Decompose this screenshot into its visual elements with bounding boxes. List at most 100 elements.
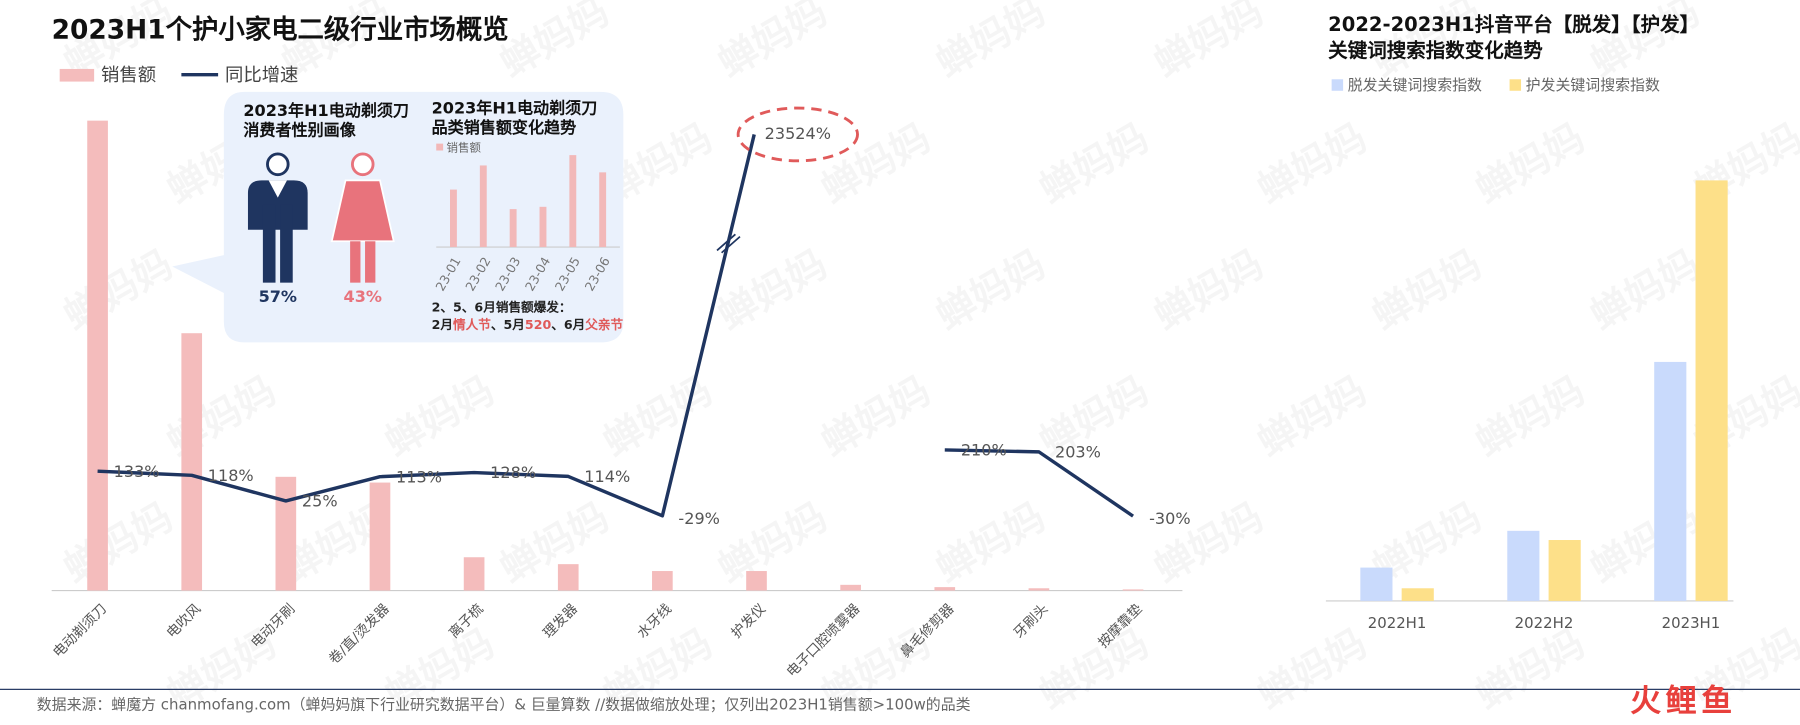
watermark: 蝉妈妈 — [1251, 368, 1375, 466]
x-tick-label: 电吹风 — [164, 601, 205, 642]
watermark: 蝉妈妈 — [1469, 116, 1593, 214]
x-tick-label: 2022H2 — [1515, 614, 1574, 632]
bar — [181, 333, 203, 591]
bar — [934, 587, 956, 591]
x-tick-label: 护发仪 — [729, 601, 770, 642]
watermark: 蝉妈妈 — [929, 242, 1053, 340]
watermark: 蝉妈妈 — [711, 242, 835, 340]
bar — [1360, 567, 1393, 601]
axis-break — [716, 233, 741, 254]
legend-swatch — [436, 143, 444, 151]
x-tick-label: 2023H1 — [1662, 614, 1721, 632]
bar — [1507, 530, 1540, 601]
bar — [479, 165, 487, 248]
watermark: 蝉妈妈 — [1365, 242, 1489, 340]
bar — [450, 189, 457, 248]
watermark: 蝉妈妈 — [1251, 116, 1375, 214]
watermark: 蝉妈妈 — [929, 495, 1053, 593]
watermark: 蝉妈妈 — [1147, 242, 1271, 340]
watermark: 蝉妈妈 — [711, 0, 835, 87]
data-label: 25% — [302, 492, 338, 511]
inset-title: 2023年H1电动剃须刀 — [432, 99, 598, 118]
note-segment: 、5月 — [491, 317, 525, 332]
watermark: 蝉妈妈 — [1469, 368, 1593, 466]
data-label: 23524% — [765, 124, 831, 143]
bar — [1122, 589, 1144, 591]
watermark: 蝉妈妈 — [814, 368, 938, 466]
watermark: 蝉妈妈 — [1469, 621, 1593, 719]
watermark: 蝉妈妈 — [493, 0, 617, 87]
watermark: 蝉妈妈 — [814, 116, 938, 214]
watermark: 蝉妈妈 — [493, 495, 617, 593]
legend-label: 销售额 — [101, 65, 156, 86]
watermark: 蝉妈妈 — [1583, 242, 1707, 340]
value-label: 43% — [344, 287, 382, 306]
legend-label: 同比增速 — [225, 65, 298, 86]
legend-label: 脱发关键词搜索指数 — [1348, 76, 1482, 94]
watermark: 蝉妈妈 — [57, 242, 181, 340]
watermark: 蝉妈妈 — [929, 0, 1053, 87]
bar — [539, 206, 547, 248]
watermark: 蝉妈妈 — [1147, 0, 1271, 87]
data-label: -29% — [678, 509, 719, 528]
watermark: 蝉妈妈 — [1032, 116, 1156, 214]
value-label: 57% — [259, 287, 297, 306]
note-segment: 情人节 — [453, 317, 491, 332]
bar — [275, 476, 297, 591]
chart-title: 关键词搜索指数变化趋势 — [1328, 39, 1543, 62]
x-tick-label: 牙刷头 — [1011, 601, 1052, 642]
watermark: 蝉妈妈 — [1251, 621, 1375, 719]
icon-leg — [350, 241, 361, 283]
note-segment: 父亲节 — [584, 317, 623, 332]
bar — [1654, 361, 1687, 601]
bar — [87, 120, 108, 591]
data-label: 113% — [396, 467, 442, 486]
note: 2、5、6月销售额爆发： — [432, 299, 572, 314]
icon-head — [266, 152, 290, 177]
bar — [509, 209, 517, 248]
footer-source: 数据来源：蝉魔方 chanmofang.com（蝉妈妈旗下行业研究数据平台）& … — [37, 695, 971, 713]
data-label: 133% — [114, 462, 160, 481]
note-segment: 2月 — [432, 317, 453, 332]
inset-title: 品类销售额变化趋势 — [432, 118, 576, 137]
inset-title: 2023年H1电动剃须刀 — [243, 101, 409, 120]
gender-icon — [247, 152, 308, 283]
icon-leg — [365, 241, 376, 283]
inset-title: 消费者性别画像 — [243, 120, 356, 139]
bar — [1028, 588, 1050, 591]
bar — [463, 557, 485, 591]
x-tick-label: 水牙线 — [634, 601, 675, 642]
watermark: 蝉妈妈 — [596, 368, 720, 466]
highlight-ring — [736, 106, 859, 163]
watermark: 蝉妈妈 — [160, 368, 284, 466]
legend-label: 护发关键词搜索指数 — [1526, 76, 1660, 94]
line — [97, 134, 1135, 518]
bar — [1695, 180, 1728, 601]
data-label: 114% — [584, 467, 630, 486]
gender-icon — [330, 152, 395, 283]
watermark: 蝉妈妈 — [57, 495, 181, 593]
watermark: 蝉妈妈 — [1032, 621, 1156, 719]
legend-swatch — [1331, 79, 1344, 91]
legend-label: 销售额 — [447, 141, 482, 155]
x-tick-label: 2022H1 — [1368, 614, 1427, 632]
chart-title: 2023H1个护小家电二级行业市场概览 — [52, 15, 509, 46]
legend-swatch — [1509, 79, 1522, 91]
bar — [369, 482, 391, 591]
watermark: 蝉妈妈 — [1583, 495, 1707, 593]
icon-head — [350, 152, 375, 177]
note: 2月情人节、5月520、6月父亲节 — [432, 317, 624, 332]
logo: 火鲤鱼 — [1630, 684, 1737, 720]
data-label: 210% — [961, 441, 1007, 460]
data-label: 128% — [490, 463, 536, 482]
bar — [652, 571, 673, 591]
bar — [1401, 588, 1434, 601]
x-tick-label: 理发器 — [540, 601, 581, 642]
bar — [840, 584, 861, 591]
icon-leg — [280, 204, 293, 283]
bar — [569, 155, 577, 248]
bar — [746, 571, 767, 591]
icon-body — [330, 179, 395, 243]
note-segment: 、6月 — [551, 317, 585, 332]
